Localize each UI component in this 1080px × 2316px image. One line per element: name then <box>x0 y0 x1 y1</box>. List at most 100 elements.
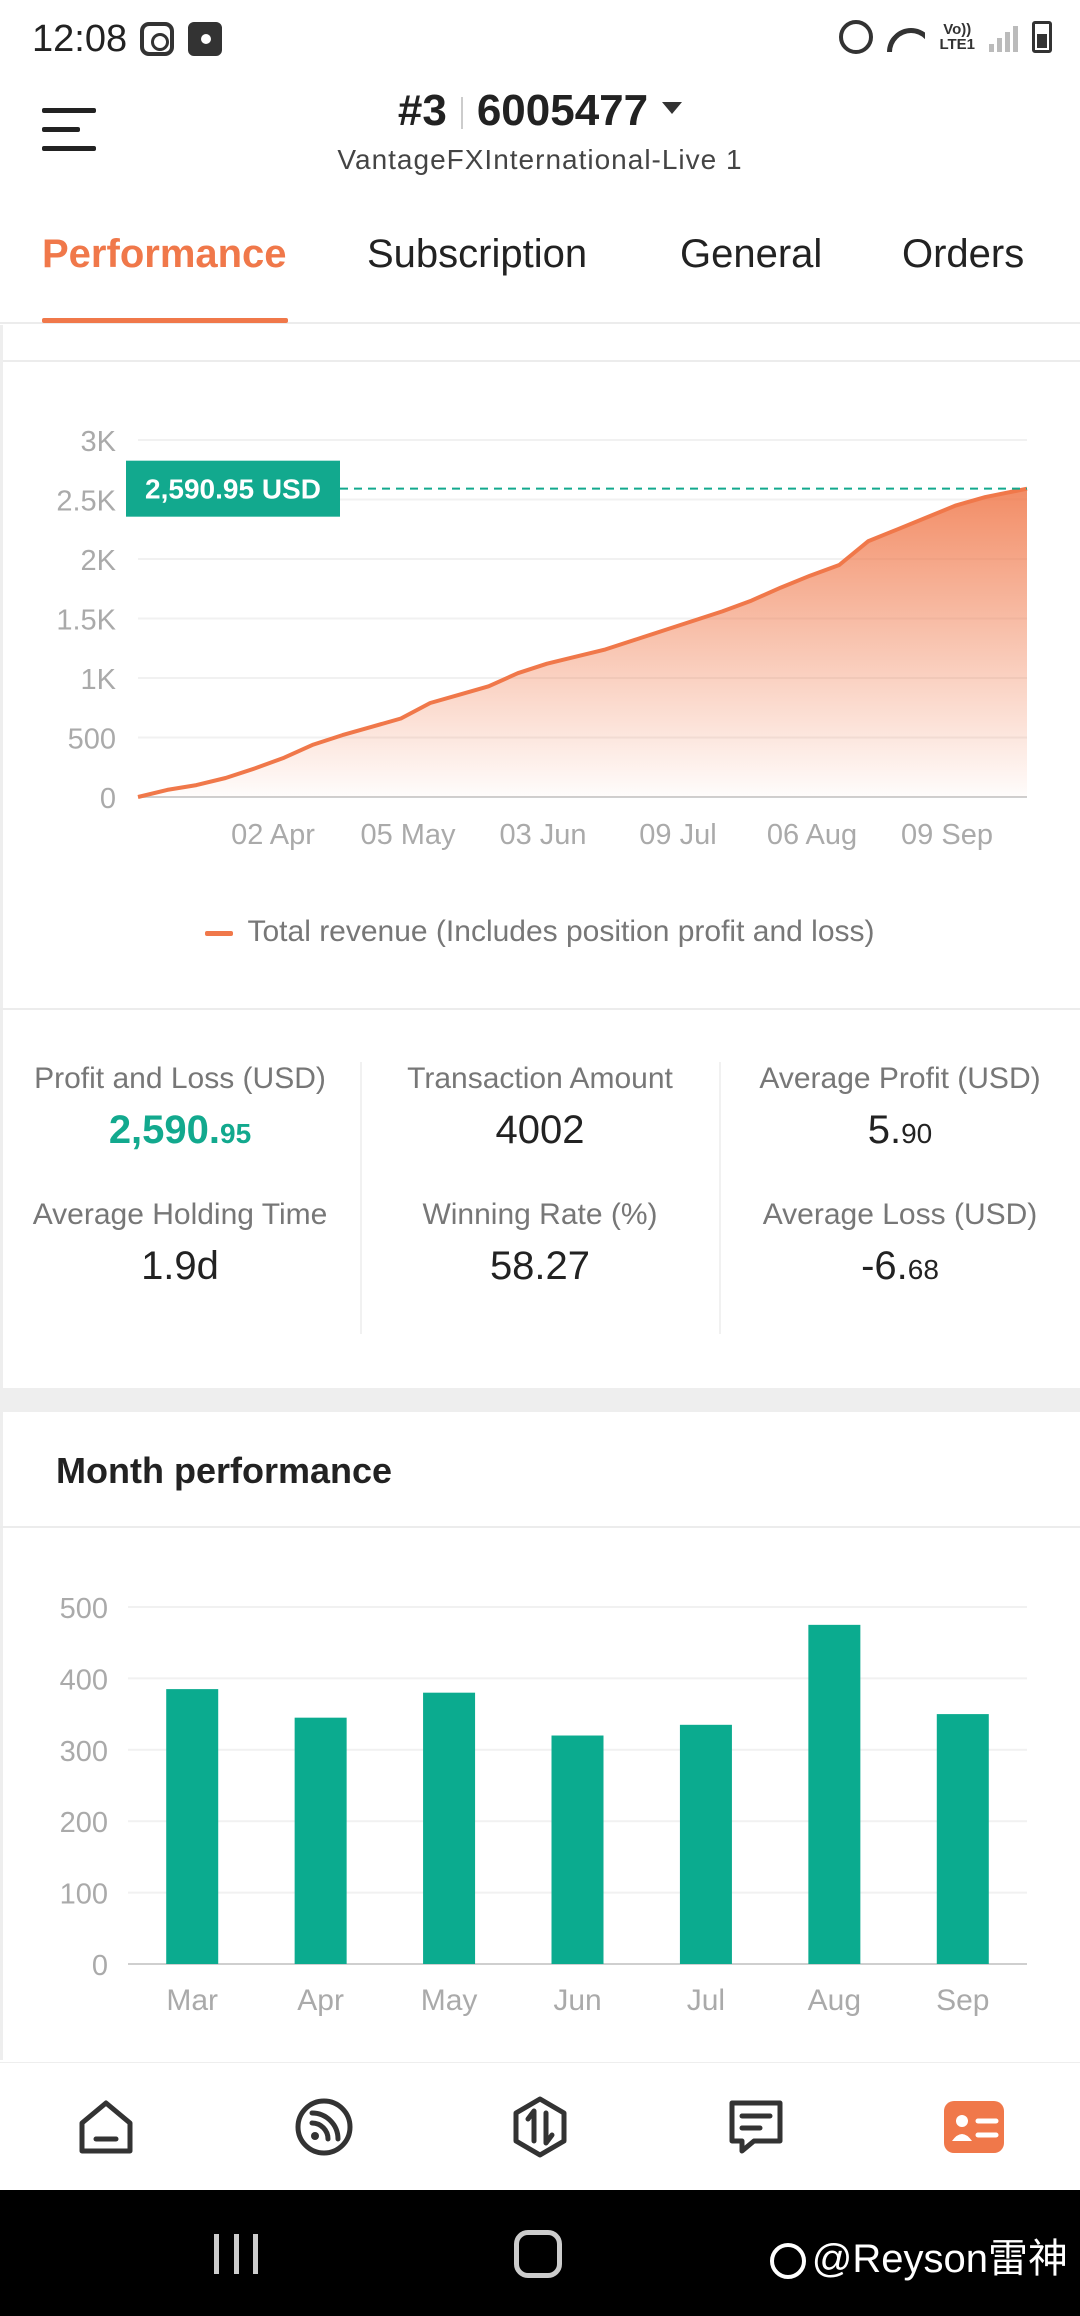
content-left-edge <box>0 325 3 2060</box>
y-tick-label: 100 <box>60 1879 108 1911</box>
bar-mar <box>166 1689 219 1964</box>
stat-value: 2,590.95 <box>108 1108 252 1152</box>
status-time: 12:08 <box>32 18 128 60</box>
account-prefix: #3 <box>397 86 447 135</box>
legend-label: Total revenue (Includes position profit … <box>247 915 875 948</box>
broadcast-icon <box>295 2098 353 2156</box>
home-icon <box>79 2100 133 2154</box>
wifi-icon <box>887 22 925 52</box>
y-tick-label: 0 <box>100 783 116 815</box>
x-tick-label: 09 Jul <box>639 819 716 851</box>
y-tick-label: 200 <box>60 1807 108 1839</box>
media-notification-icon <box>188 22 222 56</box>
status-bar: 12:08 Vo)) LTE1 <box>0 0 1080 80</box>
profile-card-icon <box>944 2101 1004 2153</box>
y-tick-label: 2K <box>81 545 117 577</box>
x-tick-label: 03 Jun <box>499 819 586 851</box>
x-tick-label: Apr <box>297 1984 344 2017</box>
document-list-icon <box>729 2100 783 2154</box>
y-tick-label: 500 <box>68 724 116 756</box>
nav-signals[interactable] <box>292 2095 356 2159</box>
y-tick-label: 3K <box>81 426 117 458</box>
x-tick-label: Jul <box>687 1984 725 2017</box>
bar-may <box>423 1692 476 1964</box>
nav-orders[interactable] <box>724 2095 788 2159</box>
app-header: #3 6005477 VantageFXInternational-Live 1 <box>0 80 1080 190</box>
stat-transaction-amount: Transaction Amount 4002 <box>360 1062 720 1153</box>
y-tick-label: 1K <box>81 664 117 696</box>
tab-bar: Performance Subscription General Orders <box>0 192 1080 324</box>
volte-text: Vo)) <box>943 21 972 38</box>
x-tick-label: Jun <box>553 1984 601 2017</box>
month-performance-chart: 0 100 200 300 400 500 Mar Apr May Jun Jul Aug Sep <box>60 1593 1027 2017</box>
tab-performance[interactable]: Performance <box>42 232 287 276</box>
status-left-icons <box>140 22 222 56</box>
stat-winning-rate: Winning Rate (%) 58.27 <box>360 1198 720 1289</box>
bar-apr <box>294 1717 347 1964</box>
status-right-icons: Vo)) LTE1 <box>839 20 1052 54</box>
month-title-divider <box>0 1526 1080 1528</box>
instagram-icon <box>140 22 174 56</box>
weibo-logo-icon <box>769 2243 806 2280</box>
tab-orders[interactable]: Orders <box>902 232 1025 276</box>
volte-indicator: Vo)) LTE1 <box>939 22 975 52</box>
battery-icon <box>1032 21 1052 53</box>
alarm-icon <box>839 20 874 54</box>
nav-trade[interactable] <box>508 2095 572 2159</box>
revenue-area <box>138 488 1027 797</box>
bar-jun <box>551 1735 604 1964</box>
stats-col-divider <box>360 1062 362 1334</box>
x-tick-label: 05 May <box>360 819 456 851</box>
y-tick-label: 300 <box>60 1736 108 1768</box>
stats-top-divider <box>0 1008 1080 1010</box>
account-selector[interactable]: #3 6005477 <box>0 86 1080 136</box>
stat-value: -6.68 <box>861 1244 939 1288</box>
system-home-button[interactable] <box>514 2230 562 2278</box>
stat-label: Profit and Loss (USD) <box>34 1062 326 1095</box>
legend-swatch <box>205 930 234 936</box>
recents-button[interactable] <box>214 2234 258 2274</box>
stat-value: 5.90 <box>867 1108 933 1152</box>
stat-average-loss: Average Loss (USD) -6.68 <box>720 1198 1080 1289</box>
tab-subscription[interactable]: Subscription <box>367 232 588 276</box>
tab-general[interactable]: General <box>680 232 823 276</box>
server-name: VantageFXInternational-Live 1 <box>337 144 743 175</box>
trade-icon <box>513 2096 567 2158</box>
y-tick-label: 400 <box>60 1664 108 1696</box>
bar-sep <box>936 1714 989 1964</box>
stat-label: Average Holding Time <box>32 1198 328 1231</box>
x-tick-label: Sep <box>936 1984 989 2017</box>
current-value-label: 2,590.95 USD <box>145 474 321 505</box>
y-tick-label: 1.5K <box>56 605 116 637</box>
bar-jul <box>679 1724 732 1964</box>
x-tick-label: 06 Aug <box>767 819 857 851</box>
x-tick-label: Mar <box>166 1984 218 2017</box>
stat-profit-loss: Profit and Loss (USD) 2,590.95 <box>0 1062 360 1153</box>
lte-text: LTE1 <box>939 36 975 53</box>
chart-legend: Total revenue (Includes position profit … <box>0 915 1080 949</box>
stat-label: Average Profit (USD) <box>759 1062 1041 1095</box>
section-separator <box>0 1388 1080 1412</box>
x-tick-label: Aug <box>808 1984 861 2017</box>
nav-account[interactable] <box>942 2095 1006 2159</box>
menu-icon[interactable] <box>42 104 98 154</box>
watermark-text: @Reyson雷神 <box>811 2237 1068 2281</box>
stat-average-holding-time: Average Holding Time 1.9d <box>0 1198 360 1289</box>
x-tick-label: 09 Sep <box>901 819 993 851</box>
stat-value: 4002 <box>495 1108 585 1152</box>
watermark: @Reyson雷神 <box>769 2226 1068 2284</box>
y-tick-label: 2.5K <box>56 486 116 518</box>
bottom-navigation <box>0 2062 1080 2190</box>
title-separator <box>460 97 463 130</box>
revenue-chart: 0 500 1K 1.5K 2K 2.5K 3K 02 Apr 05 May 03 Jun 09 J… <box>56 426 1028 851</box>
bar-aug <box>808 1624 861 1964</box>
active-tab-indicator <box>42 318 288 323</box>
signal-strength-icon <box>989 22 1018 52</box>
stat-label: Transaction Amount <box>407 1062 673 1095</box>
x-tick-label: 02 Apr <box>231 819 315 851</box>
stats-col-divider <box>719 1062 721 1334</box>
stat-label: Winning Rate (%) <box>422 1198 658 1231</box>
nav-home[interactable] <box>74 2095 138 2159</box>
system-navigation-bar: @Reyson雷神 <box>0 2190 1080 2316</box>
current-value-badge <box>126 460 340 517</box>
